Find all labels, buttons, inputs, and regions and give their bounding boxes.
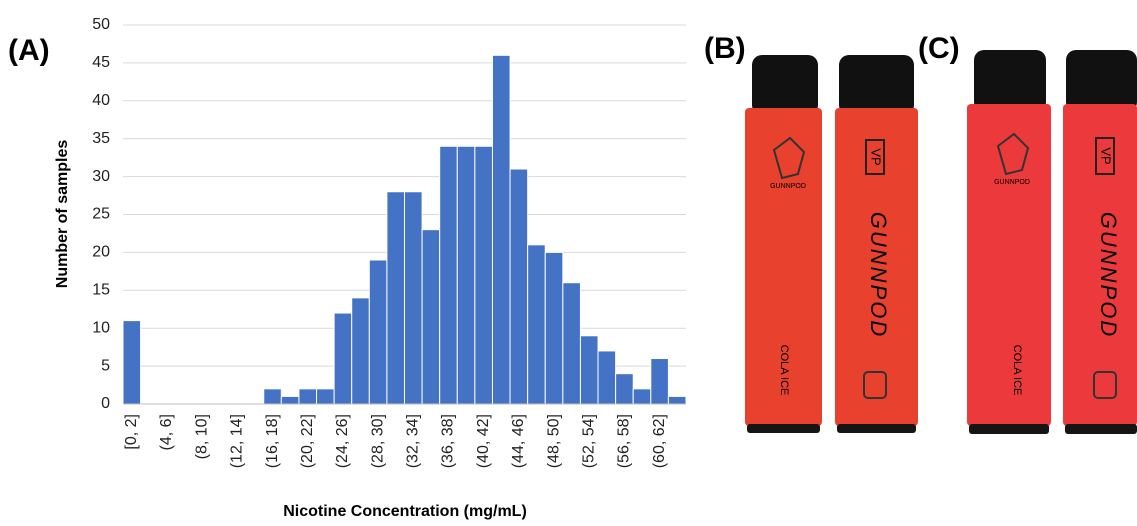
x-tick-label: (44, 46]	[510, 414, 527, 468]
y-tick-label: 10	[92, 319, 110, 336]
bar	[509, 168, 529, 405]
device-body	[967, 104, 1051, 426]
bar	[562, 282, 581, 405]
device-cap	[839, 55, 914, 115]
bar	[544, 251, 564, 405]
bar	[298, 388, 318, 405]
panel-label: (B)	[704, 32, 746, 65]
x-axis-title: Nicotine Concentration (mg/mL)	[283, 503, 527, 520]
device-base	[1065, 424, 1137, 434]
y-tick-label: 30	[92, 168, 110, 185]
device-cap	[974, 50, 1046, 112]
x-tick-label: (12, 14]	[229, 414, 246, 468]
bar	[456, 145, 476, 405]
bar	[263, 388, 282, 405]
device-base	[747, 424, 820, 433]
panel-label: (C)	[918, 32, 960, 65]
x-tick-label: (32, 34]	[405, 414, 422, 468]
bar	[650, 358, 669, 405]
x-tick-label: (36, 38]	[440, 414, 457, 468]
device-icon	[863, 371, 887, 399]
x-tick-label: (56, 58]	[616, 414, 633, 468]
device-flavor: COLA ICE	[778, 345, 790, 396]
x-tick-label: (52, 54]	[580, 414, 597, 468]
device-photo-c: GUNNPOD COLA ICE VP GUNNPOD	[967, 50, 1137, 434]
device-brand: GUNNPOD	[1096, 212, 1121, 338]
bar	[667, 395, 687, 405]
y-tick-label: 35	[92, 130, 110, 147]
device-flavor: COLA ICE	[1011, 345, 1023, 396]
x-tick-label: (20, 22]	[299, 414, 316, 468]
bar	[597, 350, 617, 405]
bar	[632, 388, 652, 405]
bar	[386, 191, 405, 405]
device-logo	[772, 136, 806, 180]
device-body	[835, 108, 918, 426]
bar	[615, 373, 634, 405]
x-tick-label: (28, 30]	[369, 414, 386, 468]
bar	[527, 244, 546, 405]
bar	[368, 259, 388, 405]
y-axis-title: Number of samples	[54, 140, 71, 289]
x-tick-label: (16, 18]	[264, 414, 281, 468]
x-tick-label: [0, 2]	[123, 414, 140, 450]
x-tick-label: (48, 50]	[545, 414, 562, 468]
bar	[333, 312, 353, 405]
y-tick-label: 0	[101, 395, 110, 412]
x-tick-label: (4, 6]	[158, 414, 175, 450]
y-tick-label: 25	[92, 206, 110, 223]
x-tick-label: (60, 62]	[651, 414, 668, 468]
y-tick-label: 40	[92, 92, 110, 109]
device-photo-b: GUNNPOD COLA ICE VP GUNNPOD	[745, 55, 918, 433]
x-tick-label: (40, 42]	[475, 414, 492, 468]
bar	[421, 229, 441, 405]
device-brand: GUNNPOD	[994, 179, 1030, 186]
device-mark: VP	[869, 148, 884, 165]
bar	[579, 335, 599, 405]
device-cap	[752, 55, 818, 115]
bar	[351, 297, 370, 405]
bar	[316, 388, 335, 405]
device-base	[837, 424, 916, 433]
device-body	[745, 108, 822, 426]
device-base	[969, 424, 1049, 434]
bar	[474, 145, 493, 405]
bar	[491, 54, 511, 405]
x-tick-label: (24, 26]	[334, 414, 351, 468]
bar	[280, 395, 300, 405]
y-tick-label: 50	[92, 16, 110, 33]
y-tick-label: 20	[92, 244, 110, 261]
y-tick-label: 15	[92, 282, 110, 299]
device-mark-box	[865, 139, 885, 175]
panel-label: (A)	[8, 34, 50, 67]
x-tick-label: (8, 10]	[193, 414, 210, 459]
bar	[404, 191, 423, 405]
bar	[439, 145, 458, 405]
device-mark-box	[1095, 137, 1115, 175]
bar	[122, 320, 142, 405]
device-logo	[996, 132, 1030, 176]
y-tick-label: 45	[92, 54, 110, 71]
y-tick-label: 5	[101, 357, 110, 374]
device-cap	[1066, 50, 1137, 112]
device-body	[1063, 104, 1137, 426]
device-brand: GUNNPOD	[866, 212, 891, 338]
device-mark: VP	[1099, 147, 1114, 164]
device-icon	[1093, 371, 1117, 399]
device-brand: GUNNPOD	[770, 183, 806, 190]
